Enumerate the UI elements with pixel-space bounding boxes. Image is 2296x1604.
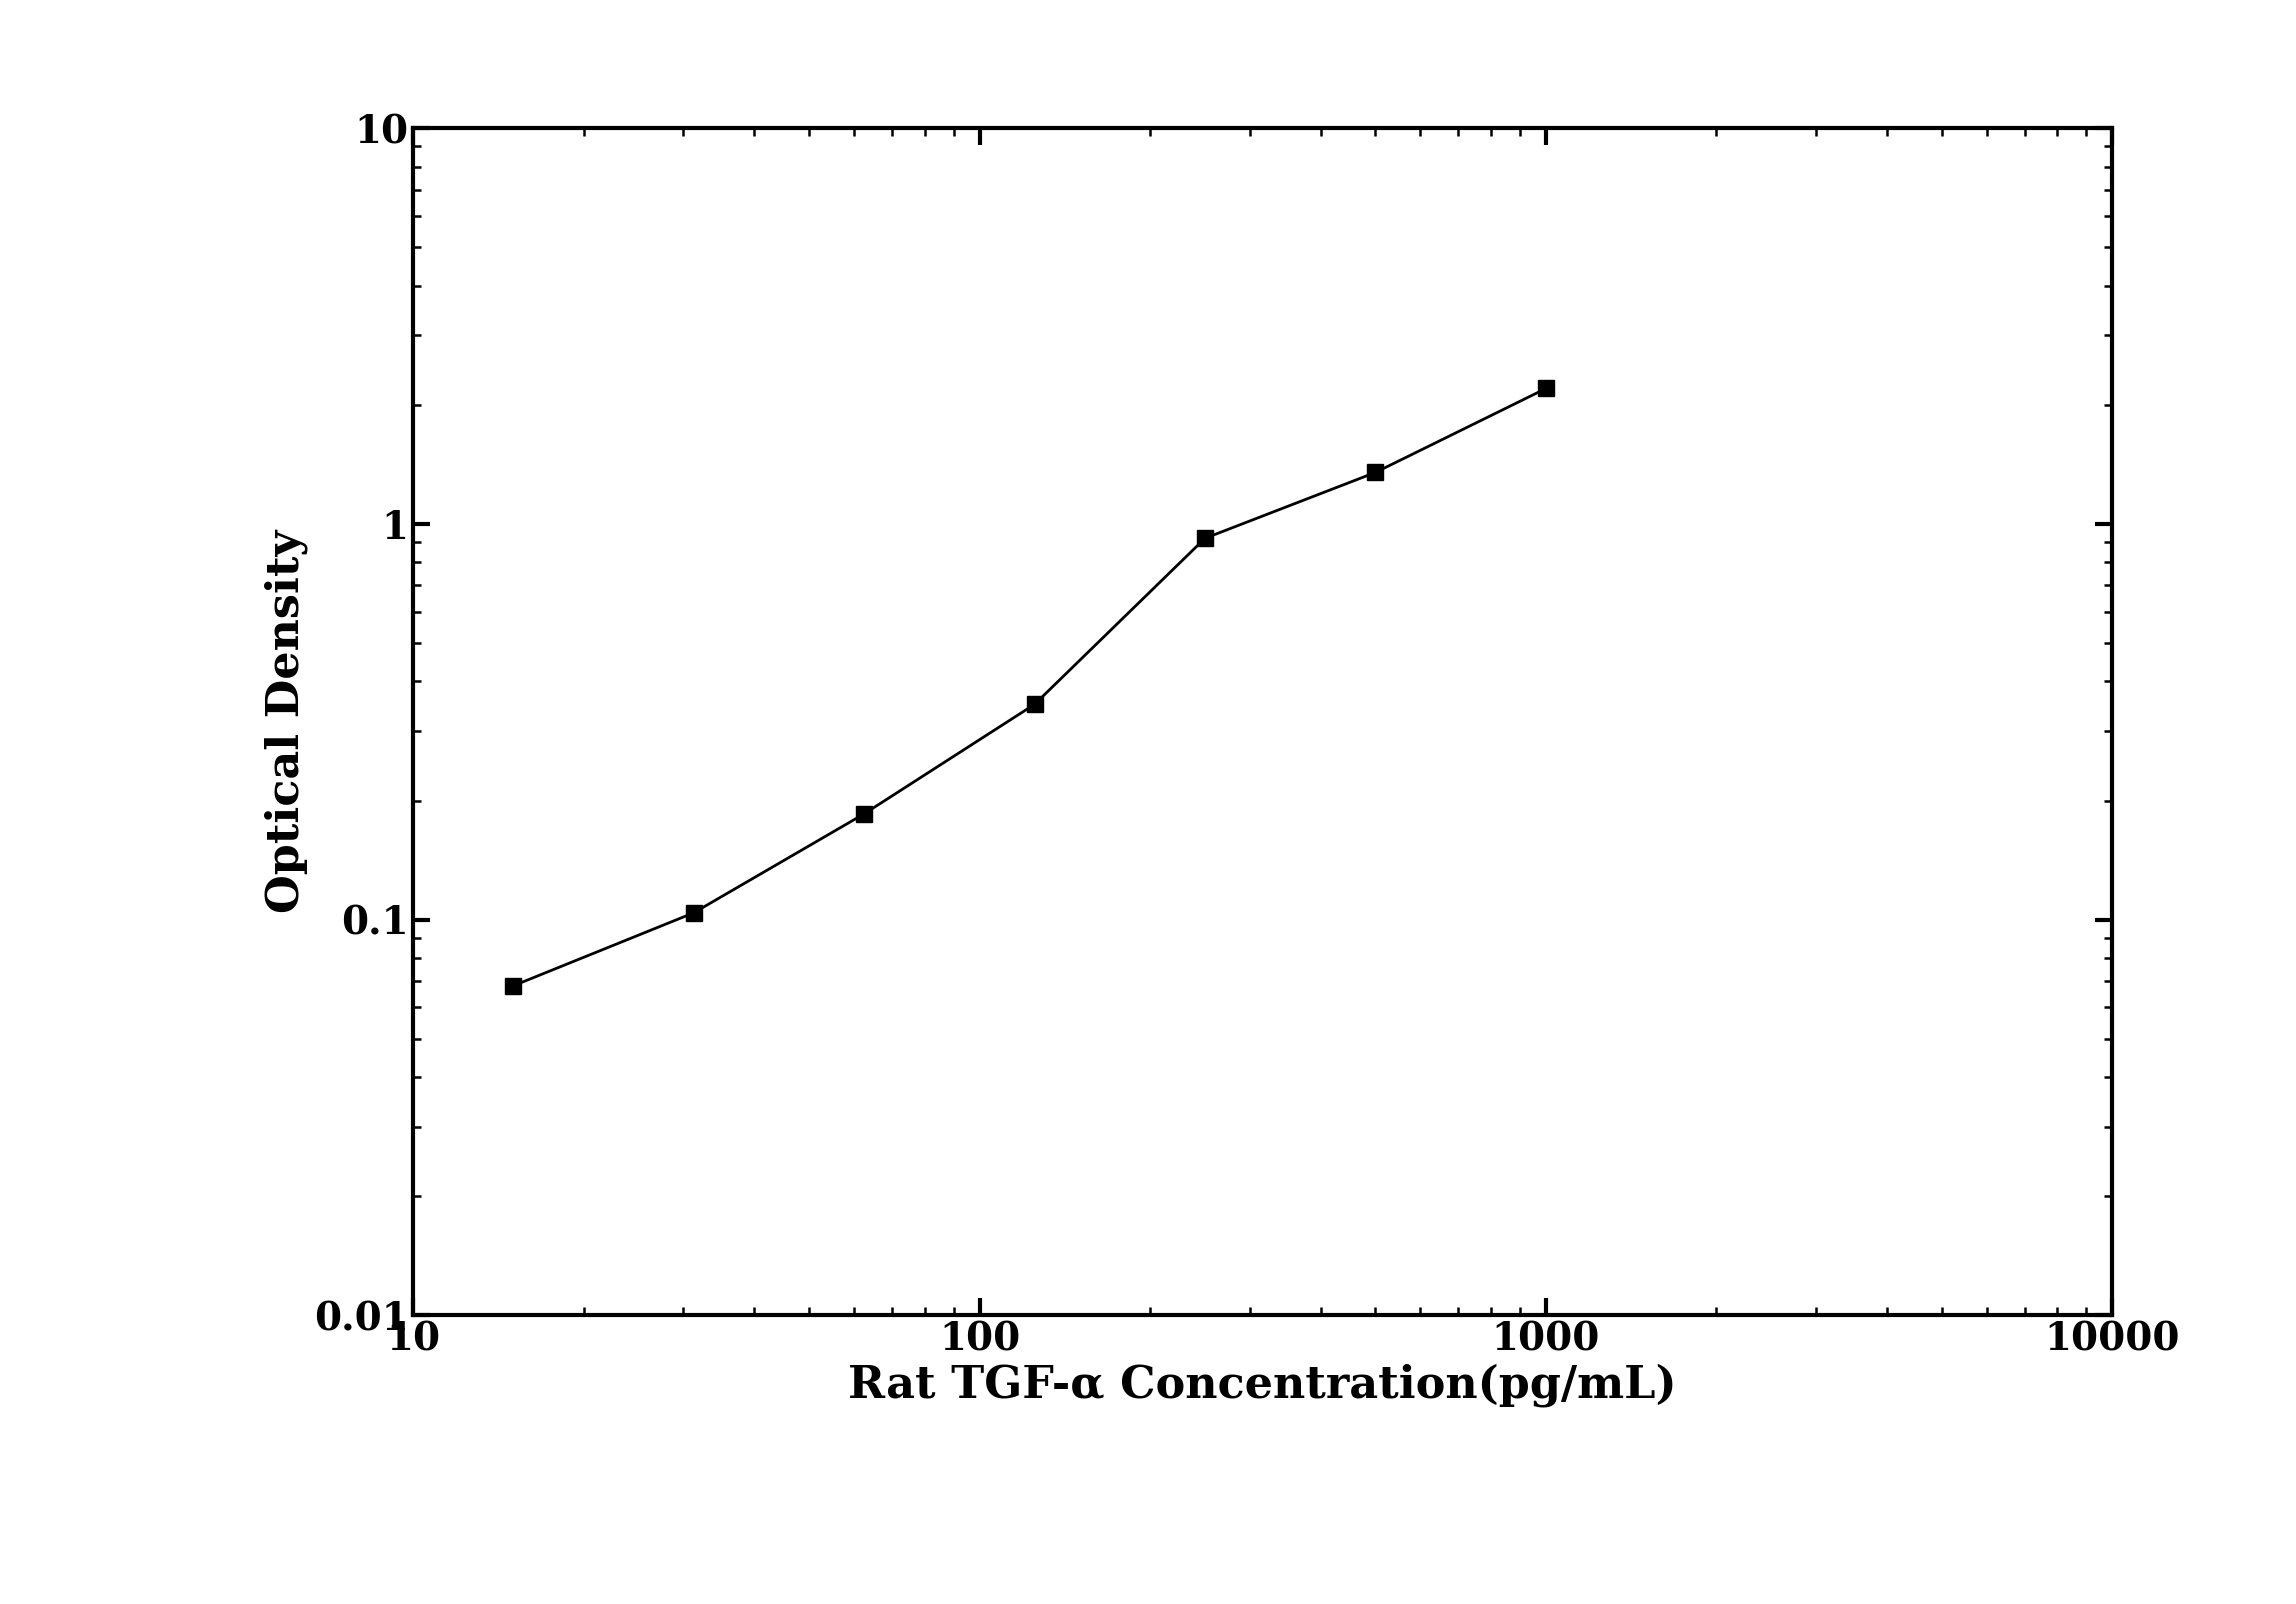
Y-axis label: Optical Density: Optical Density — [264, 531, 308, 913]
X-axis label: Rat TGF-α Concentration(pg/mL): Rat TGF-α Concentration(pg/mL) — [850, 1363, 1676, 1407]
